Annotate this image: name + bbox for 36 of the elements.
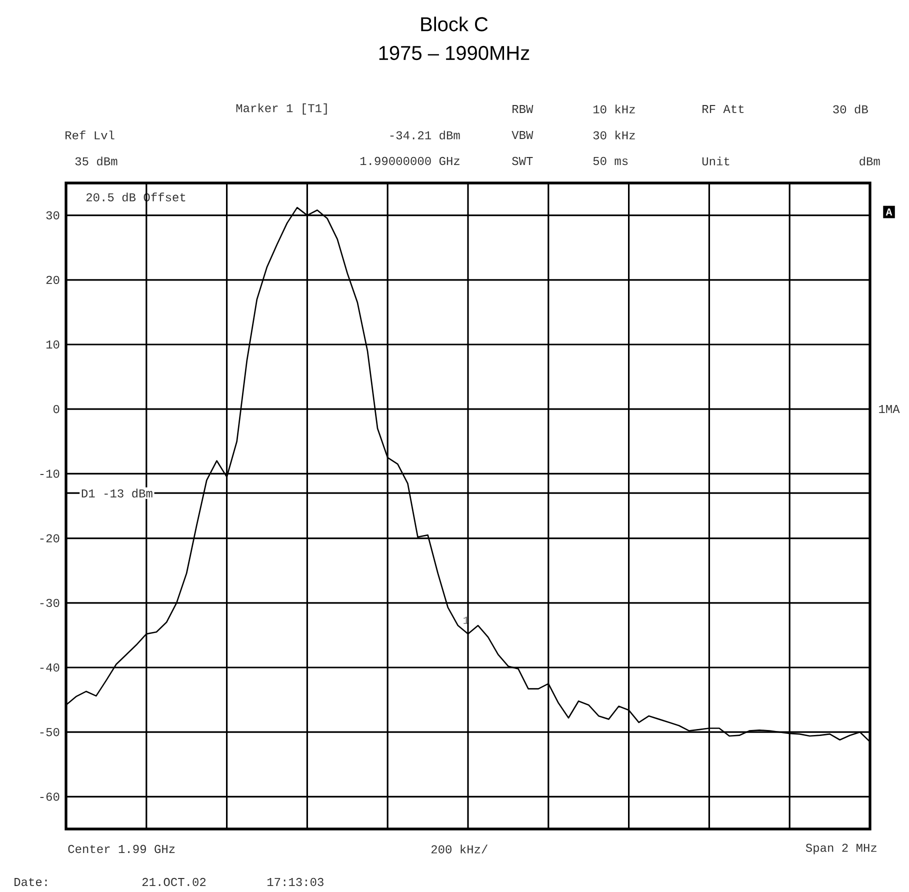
chart-subtitle: 1975 – 1990MHz — [379, 46, 530, 60]
text: 30 dB — [833, 104, 868, 114]
text: 50 ms — [593, 156, 628, 166]
text: -34.21 dBm — [390, 130, 460, 140]
y-tick-label: 20 — [46, 276, 60, 284]
text: RF Att — [702, 104, 744, 114]
text: Ref Lvl — [66, 130, 114, 140]
text: dBm — [860, 156, 880, 166]
y-tick-label: -20 — [40, 534, 60, 542]
text: 1.99000000 GHz — [360, 156, 460, 166]
ref-line-label: D1 -13 dBm — [82, 488, 152, 498]
text: Center 1.99 GHz — [68, 844, 175, 854]
y-tick-label: 30 — [46, 211, 60, 220]
text: Date: — [14, 878, 47, 886]
text: 17:13:03 — [267, 878, 324, 886]
y-tick-label: -40 — [40, 663, 60, 672]
text: 10 kHz — [593, 104, 635, 114]
y-tick-label: -30 — [40, 598, 60, 607]
text: Marker 1 [T1] — [236, 103, 327, 115]
y-tick-label: 0 — [53, 405, 60, 414]
text: Span 2 MHz — [806, 844, 876, 854]
text: SWT — [512, 156, 533, 166]
text: Unit — [702, 156, 730, 166]
text: 30 kHz — [593, 130, 635, 140]
text: 200 kHz/ — [431, 844, 488, 854]
text: 35 dBm — [75, 156, 118, 166]
chart-title: Block C — [421, 16, 488, 32]
y-tick-label: -10 — [40, 470, 60, 478]
text: RBW — [512, 105, 534, 113]
text: A — [886, 208, 892, 216]
y-tick-label: -60 — [40, 792, 60, 801]
text: 21.OCT.02 — [142, 878, 206, 886]
y-tick-label: 10 — [46, 340, 60, 349]
text: VBW — [512, 131, 534, 139]
text: 1MA — [879, 405, 900, 413]
y-tick-label: -50 — [40, 728, 60, 736]
